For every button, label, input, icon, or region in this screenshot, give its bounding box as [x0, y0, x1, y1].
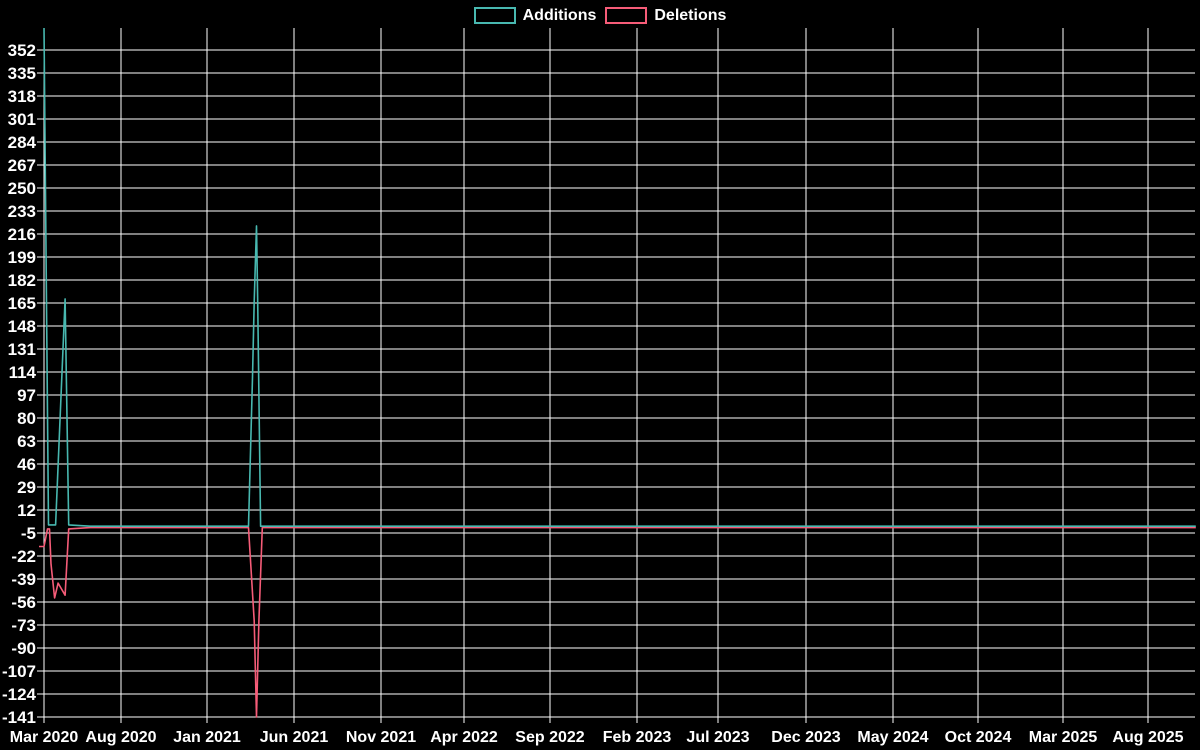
x-axis-label: Sep 2022	[515, 729, 584, 746]
y-axis-label: 233	[8, 202, 36, 221]
y-axis-label: 216	[8, 225, 36, 244]
x-axis-label: May 2024	[857, 729, 928, 746]
y-axis-label: -107	[2, 662, 36, 681]
x-axis-label: Jul 2023	[686, 729, 749, 746]
y-axis-label: -124	[2, 685, 37, 704]
x-axis-label: Nov 2021	[346, 729, 416, 746]
x-axis-label: Aug 2020	[85, 729, 156, 746]
x-axis-label: Dec 2023	[771, 729, 840, 746]
y-axis-label: 12	[17, 501, 36, 520]
y-axis-label: 63	[17, 432, 36, 451]
y-axis-label: 335	[8, 64, 36, 83]
y-axis-label: -141	[2, 708, 36, 727]
y-axis-label: 148	[8, 317, 36, 336]
y-axis-label: 114	[9, 363, 37, 382]
y-axis-label: 80	[17, 409, 36, 428]
additions-line	[43, 28, 1196, 528]
y-axis-label: 131	[8, 340, 36, 359]
y-axis-label: 97	[17, 386, 36, 405]
x-axis-label: Mar 2025	[1029, 729, 1098, 746]
chart-legend: Additions Deletions	[0, 7, 1200, 24]
x-axis-label: Jan 2021	[173, 729, 241, 746]
y-axis-label: 165	[8, 294, 36, 313]
x-axis-label: Jun 2021	[260, 729, 329, 746]
legend-item-deletions[interactable]: Deletions	[605, 7, 726, 24]
y-axis-label: 46	[17, 455, 36, 474]
x-axis-label: Apr 2022	[430, 729, 498, 746]
legend-label-additions: Additions	[522, 7, 597, 24]
deletions-line	[39, 526, 1196, 718]
legend-label-deletions: Deletions	[654, 7, 727, 24]
legend-item-additions[interactable]: Additions	[473, 7, 597, 24]
deletions-swatch-icon	[605, 7, 648, 24]
y-axis-label: 29	[17, 478, 36, 497]
y-axis-label: 284	[8, 133, 37, 152]
x-axis-label: Aug 2025	[1112, 729, 1183, 746]
y-axis-label: 199	[8, 248, 36, 267]
y-axis-label: 301	[8, 110, 36, 129]
y-axis-label: 182	[8, 271, 36, 290]
y-axis-label: -5	[21, 524, 36, 543]
y-axis-label: -22	[11, 547, 36, 566]
y-axis-label: -39	[11, 570, 36, 589]
y-axis-label: -56	[11, 593, 36, 612]
x-axis-label: Feb 2023	[603, 729, 672, 746]
y-axis-label: 318	[8, 87, 36, 106]
x-axis-label: Mar 2020	[10, 729, 79, 746]
y-axis-label: 352	[8, 41, 36, 60]
additions-swatch-icon	[473, 7, 516, 24]
y-axis-label: -90	[11, 639, 36, 658]
x-axis-label: Oct 2024	[945, 729, 1012, 746]
y-axis-label: 250	[8, 179, 36, 198]
y-axis-label: 267	[8, 156, 36, 175]
y-axis-label: -73	[11, 616, 36, 635]
